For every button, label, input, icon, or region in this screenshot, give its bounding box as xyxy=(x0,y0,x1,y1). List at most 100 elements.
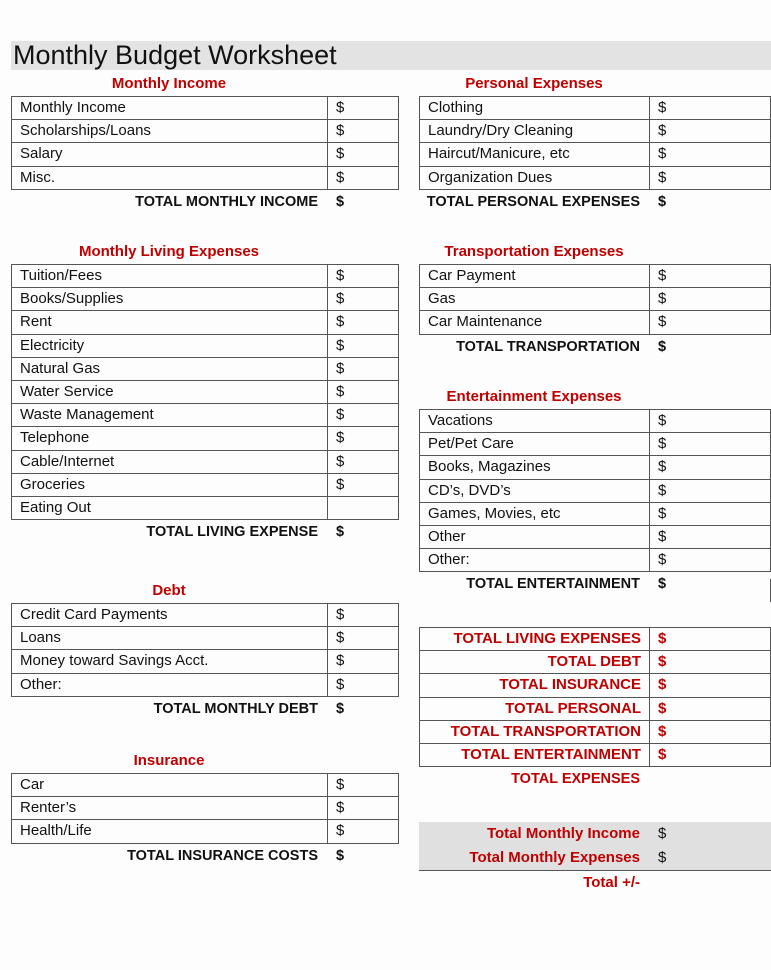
net-row: Total +/- xyxy=(419,871,771,895)
row-amount-cell[interactable]: $ xyxy=(327,95,399,121)
row-amount-cell[interactable]: $ xyxy=(327,602,399,628)
row-label: Rent xyxy=(11,310,328,335)
balance-expenses-value[interactable]: $ xyxy=(658,849,667,866)
row-amount-cell[interactable]: $ xyxy=(327,472,399,497)
table-row: Eating Out xyxy=(11,495,399,521)
row-label: Money toward Savings Acct. xyxy=(11,649,328,674)
table-row: Health/Life $ xyxy=(11,819,399,844)
table-row: Rent $ xyxy=(11,310,399,335)
balance-income-value[interactable]: $ xyxy=(658,825,667,842)
table-row: Other: $ xyxy=(419,548,771,573)
table-row: Other: $ xyxy=(11,672,399,697)
entertainment-table: Vacations $ Pet/Pet Care $ Books, Magazines $… xyxy=(419,408,771,573)
summary-amount-cell[interactable]: $ xyxy=(649,650,771,675)
debt-table: Credit Card Payments $ Loans $ Money toward … xyxy=(11,602,399,697)
summary-amount-cell[interactable]: $ xyxy=(649,626,771,652)
row-label: Pet/Pet Care xyxy=(419,432,650,457)
row-amount-cell[interactable]: $ xyxy=(649,408,771,434)
row-amount-cell[interactable]: $ xyxy=(327,426,399,451)
summary-amount-cell[interactable]: $ xyxy=(649,719,771,744)
row-amount-cell[interactable]: $ xyxy=(649,287,771,312)
debt-total-value[interactable]: $ xyxy=(336,700,345,717)
row-label: Loans xyxy=(11,626,328,651)
personal-total-row: TOTAL PERSONAL EXPENSES $ xyxy=(419,190,771,214)
row-label: Other: xyxy=(11,672,328,697)
income-total-value[interactable]: $ xyxy=(336,193,345,210)
table-row: Clothing $ xyxy=(419,95,771,121)
table-row: Monthly Income $ xyxy=(11,95,399,121)
row-amount-cell[interactable]: $ xyxy=(327,819,399,844)
page-title: Monthly Budget Worksheet xyxy=(11,41,771,70)
table-row: Books, Magazines $ xyxy=(419,455,771,480)
summary-section: TOTAL LIVING EXPENSES $ TOTAL DEBT $ TOTAL I… xyxy=(419,626,771,791)
row-label: Monthly Income xyxy=(11,95,328,121)
row-amount-cell[interactable]: $ xyxy=(649,119,771,144)
row-amount-cell[interactable]: $ xyxy=(327,379,399,405)
row-amount-cell[interactable] xyxy=(327,495,399,521)
personal-table: Clothing $ Laundry/Dry Cleaning $ Haircut/Ma… xyxy=(419,95,771,190)
table-row: Car Maintenance $ xyxy=(419,310,771,335)
transportation-total-row: TOTAL TRANSPORTATION $ xyxy=(419,335,771,359)
row-label: Eating Out xyxy=(11,495,328,521)
living-total-row: TOTAL LIVING EXPENSE $ xyxy=(11,520,399,544)
row-amount-cell[interactable]: $ xyxy=(327,403,399,428)
row-amount-cell[interactable]: $ xyxy=(649,165,771,190)
row-amount-cell[interactable]: $ xyxy=(649,263,771,289)
summary-amount-cell[interactable]: $ xyxy=(649,696,771,721)
table-row: Haircut/Manicure, etc $ xyxy=(419,142,771,167)
row-amount-cell[interactable]: $ xyxy=(649,524,771,550)
row-amount-cell[interactable]: $ xyxy=(327,626,399,651)
summary-amount-cell[interactable]: $ xyxy=(649,673,771,698)
row-amount-cell[interactable]: $ xyxy=(649,478,771,503)
row-label: Natural Gas xyxy=(11,356,328,381)
insurance-total-label: TOTAL INSURANCE COSTS xyxy=(127,847,318,864)
entertainment-total-value[interactable]: $ xyxy=(658,576,667,593)
insurance-total-value[interactable]: $ xyxy=(336,847,345,864)
row-amount-cell[interactable]: $ xyxy=(327,672,399,697)
balance-expenses-row: Total Monthly Expenses $ xyxy=(419,846,771,870)
row-amount-cell[interactable]: $ xyxy=(327,263,399,289)
row-label: Vacations xyxy=(419,408,650,434)
personal-heading: Personal Expenses xyxy=(465,75,603,92)
row-amount-cell[interactable]: $ xyxy=(649,142,771,167)
row-label: Telephone xyxy=(11,426,328,451)
row-amount-cell[interactable]: $ xyxy=(327,649,399,674)
row-amount-cell[interactable]: $ xyxy=(327,772,399,798)
row-amount-cell[interactable]: $ xyxy=(327,287,399,312)
row-label: Water Service xyxy=(11,379,328,405)
row-label: Other xyxy=(419,524,650,550)
transportation-section: Transportation Expenses Car Payment $ Gas $ C… xyxy=(419,243,771,359)
row-amount-cell[interactable]: $ xyxy=(649,501,771,526)
table-row: Tuition/Fees $ xyxy=(11,263,399,289)
row-amount-cell[interactable]: $ xyxy=(327,119,399,144)
row-amount-cell[interactable]: $ xyxy=(327,356,399,381)
row-amount-cell[interactable]: $ xyxy=(327,142,399,167)
living-heading: Monthly Living Expenses xyxy=(78,243,260,260)
table-row: Telephone $ xyxy=(11,426,399,451)
summary-amount-cell[interactable]: $ xyxy=(649,742,771,768)
insurance-heading: Insurance xyxy=(133,752,205,769)
row-amount-cell[interactable]: $ xyxy=(327,165,399,190)
living-total-label: TOTAL LIVING EXPENSE xyxy=(146,524,318,541)
table-row: Salary $ xyxy=(11,142,399,167)
row-amount-cell[interactable]: $ xyxy=(327,310,399,335)
table-row: Electricity $ xyxy=(11,333,399,358)
row-amount-cell[interactable]: $ xyxy=(327,333,399,358)
personal-total-value[interactable]: $ xyxy=(658,193,667,210)
transportation-total-value[interactable]: $ xyxy=(658,338,667,355)
living-total-value[interactable]: $ xyxy=(336,524,345,541)
row-label: Groceries xyxy=(11,472,328,497)
row-amount-cell[interactable]: $ xyxy=(327,449,399,474)
row-amount-cell[interactable]: $ xyxy=(327,796,399,821)
row-amount-cell[interactable]: $ xyxy=(649,95,771,121)
row-amount-cell[interactable]: $ xyxy=(649,548,771,573)
row-label: Organization Dues xyxy=(419,165,650,190)
row-label: Gas xyxy=(419,287,650,312)
row-amount-cell[interactable]: $ xyxy=(649,455,771,480)
table-row: Other $ xyxy=(419,524,771,550)
insurance-table: Car $ Renter’s $ Health/Life $ xyxy=(11,772,399,844)
row-amount-cell[interactable]: $ xyxy=(649,310,771,335)
income-table: Monthly Income $ Scholarships/Loans $ Salary… xyxy=(11,95,399,190)
row-amount-cell[interactable]: $ xyxy=(649,432,771,457)
debt-heading: Debt xyxy=(152,582,186,599)
